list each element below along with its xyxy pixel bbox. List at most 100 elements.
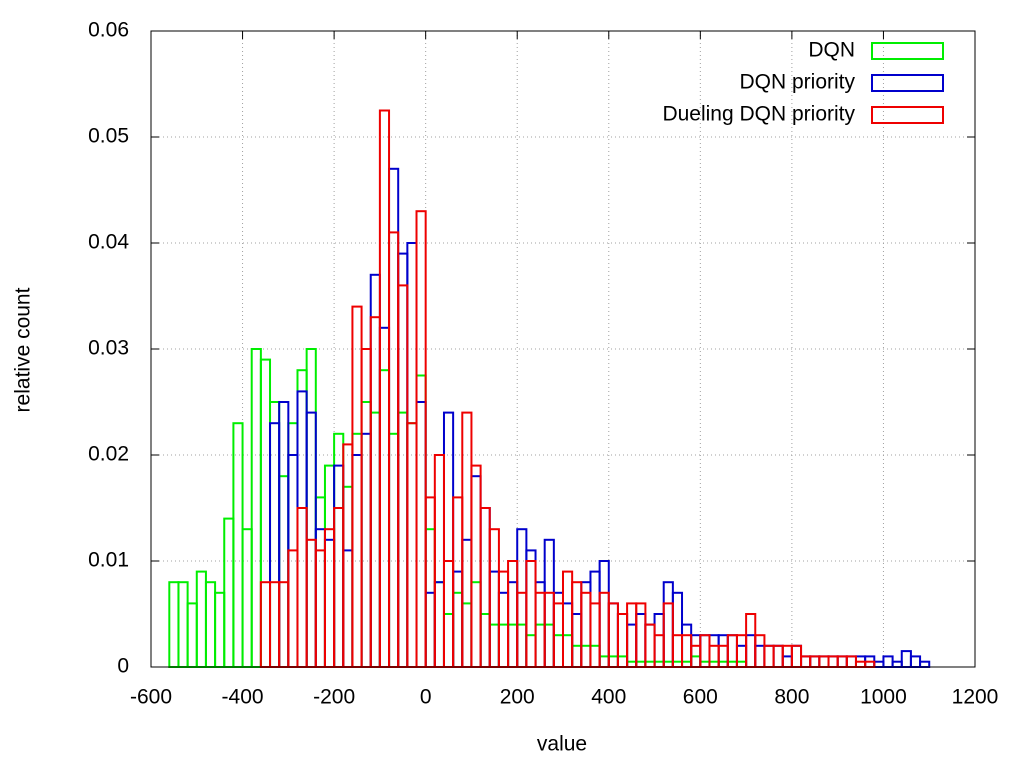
histogram-bar [287, 549, 299, 669]
histogram-bar [479, 613, 491, 668]
histogram-bar [900, 650, 912, 668]
histogram-bar [305, 538, 317, 668]
histogram-bar [662, 581, 674, 669]
histogram-bar [232, 422, 244, 669]
histogram-bar [177, 581, 189, 669]
histogram-bar [534, 623, 546, 668]
histogram-bar [543, 623, 555, 668]
histogram-bar [552, 634, 564, 669]
histogram-bar [580, 591, 592, 668]
histogram-bar [250, 348, 262, 668]
histogram-bar [452, 496, 464, 668]
histogram-bar [488, 570, 500, 668]
histogram-bar [662, 602, 674, 669]
histogram-bar [616, 655, 629, 669]
histogram-bar [287, 422, 299, 669]
histogram-bar [919, 660, 931, 669]
x-tick-label: 1200 [952, 686, 999, 709]
histogram-bar [333, 464, 345, 668]
histogram-bar [323, 538, 336, 668]
histogram-bar [598, 655, 610, 669]
x-tick-label: 600 [683, 686, 718, 709]
histogram-bar [223, 517, 235, 668]
histogram-bar [571, 644, 583, 668]
histogram-bar [781, 655, 793, 669]
x-tick-label: 0 [420, 686, 432, 709]
histogram-bar [351, 432, 363, 668]
histogram-bar [516, 528, 528, 669]
histogram-bar [607, 602, 619, 669]
histogram-bar [690, 634, 702, 669]
histogram-bar [717, 644, 729, 668]
histogram-bar [470, 581, 482, 669]
histogram-bar [360, 348, 372, 668]
histogram-bar [735, 644, 748, 668]
histogram-bar [342, 549, 354, 669]
histogram-bar [452, 570, 464, 668]
histogram-bar [497, 570, 510, 668]
histogram-bar [168, 581, 180, 669]
x-tick-label: 200 [500, 686, 535, 709]
histogram-bar [415, 210, 427, 668]
histogram-bar [763, 644, 775, 668]
histogram-bar [269, 422, 281, 669]
histogram-bar [818, 655, 830, 669]
histogram-bar [397, 411, 409, 668]
histogram-bar [543, 538, 555, 668]
histogram-bar [845, 655, 857, 669]
legend-swatch [871, 42, 944, 60]
histogram-bar [406, 422, 418, 669]
histogram-bar [323, 528, 336, 669]
histogram-bar [607, 655, 619, 669]
histogram-bar [525, 560, 537, 668]
histogram-bar [681, 623, 693, 668]
x-tick-label: -600 [130, 686, 172, 709]
y-tick-label: 0.02 [88, 443, 129, 466]
histogram-bar [525, 634, 537, 669]
plot-border [150, 30, 976, 668]
histogram-bar [204, 581, 217, 669]
histogram-bar [580, 644, 592, 668]
histogram-bar [397, 284, 409, 668]
histogram-bar [259, 581, 272, 669]
x-tick-label: 400 [591, 686, 626, 709]
histogram-bar [800, 655, 812, 669]
y-tick-label: 0.05 [88, 125, 129, 148]
histogram-bar [424, 528, 436, 669]
histogram-bar [452, 591, 464, 668]
histogram-bar [314, 496, 326, 668]
legend-label: DQN priority [739, 71, 855, 94]
y-tick-label: 0.04 [88, 231, 129, 254]
histogram-bar [388, 432, 400, 668]
histogram-bar [827, 655, 839, 669]
histogram-bar [580, 581, 592, 669]
histogram-bar [644, 623, 656, 668]
histogram-bar [497, 623, 510, 668]
x-axis-label: value [537, 733, 587, 756]
histogram-bar [790, 644, 803, 668]
histogram-bar [516, 591, 528, 668]
histogram-bar [845, 655, 857, 669]
histogram-bar [516, 623, 528, 668]
histogram-bar [305, 348, 317, 668]
histogram-bar [323, 464, 336, 668]
histogram-bar [415, 374, 427, 668]
y-tick-label: 0.03 [88, 337, 129, 360]
histogram-bar [388, 231, 400, 668]
histogram-bar [214, 591, 226, 668]
y-tick-label: 0 [117, 655, 129, 678]
histogram-bar [433, 581, 445, 669]
histogram-bar [470, 475, 482, 669]
histogram-bar [507, 623, 519, 668]
histogram-bar [442, 613, 455, 668]
histogram-bar [378, 109, 391, 668]
histogram-bar [333, 432, 345, 668]
histogram-bar [882, 655, 894, 669]
legend-label: DQN [808, 39, 855, 62]
histogram-bar [562, 570, 574, 668]
histogram-bar [360, 432, 372, 668]
histogram-bar [397, 252, 409, 668]
y-tick-label: 0.01 [88, 549, 129, 572]
histogram-bar [616, 613, 629, 668]
histogram-bar [644, 623, 656, 668]
